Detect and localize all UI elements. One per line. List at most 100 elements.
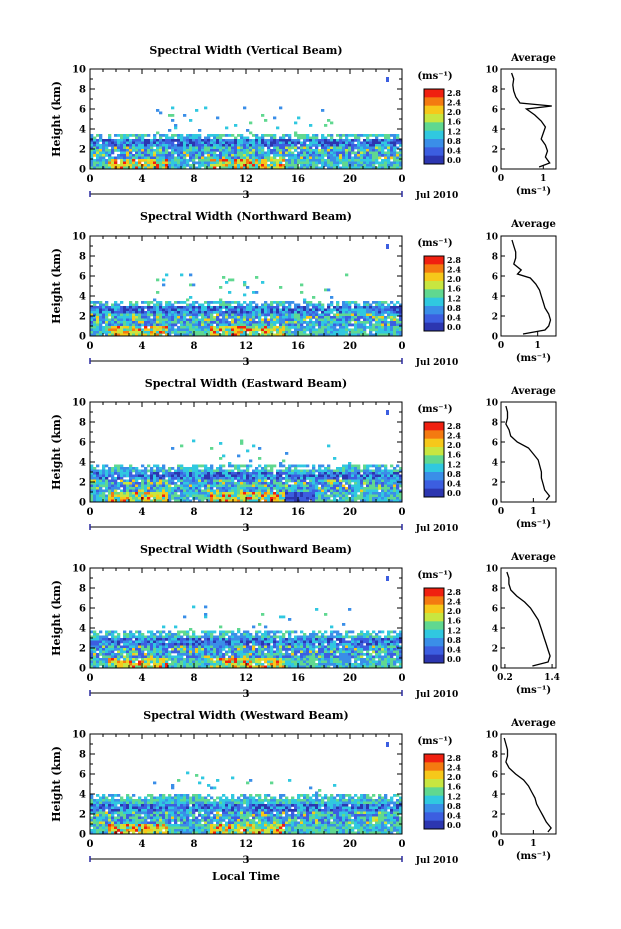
avg-y-tick-label: 10 [485,399,498,409]
colorbar-swatch [424,795,444,805]
echo-speck [386,576,389,581]
colorbar-tick-label: 2.4 [447,265,461,275]
colorbar-tick-label: 2.8 [447,421,461,431]
x-tick-label: 16 [291,507,305,518]
panel-4: Spectral Width (Westward Beam)0246810Hei… [50,709,557,866]
avg-y-tick-label: 4 [492,625,498,635]
colorbar-tick-label: 1.2 [447,126,461,136]
x-tick-label: 0 [87,341,94,352]
y-axis-label: Height (km) [50,414,63,490]
y-tick-label: 2 [79,644,86,655]
colorbar-swatch [424,264,444,274]
colorbar-swatch [424,322,444,332]
avg-profile-line [510,72,552,168]
x-tick-label: 4 [139,507,146,518]
panel-title: Spectral Width (Westward Beam) [143,709,348,722]
x-tick-label: 20 [343,507,357,518]
avg-frame [500,401,557,503]
colorbar-swatch [424,754,444,763]
y-axis-label: Height (km) [50,81,63,157]
avg-profile-line [511,239,552,335]
x-tick-label: 8 [191,673,198,684]
avg-y-tick-label: 10 [485,731,498,741]
panel-title: Spectral Width (Eastward Beam) [145,377,347,390]
date-label: Jul 2010 [415,856,458,866]
panel-title: Spectral Width (Vertical Beam) [149,44,342,57]
avg-frame [500,235,557,337]
colorbar-swatch [424,314,444,324]
avg-title: Average [510,219,556,230]
y-tick-label: 6 [79,770,86,781]
colorbar-tick-label: 1.6 [447,782,461,792]
avg-frame [500,567,557,669]
avg-x-tick-label: 0.2 [497,673,513,683]
colorbar-frame [423,587,445,664]
day-label: 3 [243,689,250,700]
avg-x-tick-label: 1 [530,507,536,517]
avg-y-tick-label: 0 [492,499,498,509]
colorbar-tick-label: 1.2 [447,459,461,469]
colorbar-tick-label: 0.4 [447,312,461,322]
avg-x-tick-label: 1 [540,174,546,184]
x-tick-label: 0 [87,673,94,684]
avg-y-tick-label: 6 [492,106,498,116]
avg-y-tick-label: 2 [492,811,498,821]
y-tick-label: 0 [79,830,86,841]
heatmap-field [90,410,402,502]
colorbar-tick-label: 0.0 [447,155,461,165]
colorbar-tick-label: 1.2 [447,625,461,635]
x-tick-label: 0 [399,174,406,185]
y-tick-label: 2 [79,810,86,821]
avg-x-label: (ms⁻¹) [516,353,551,364]
x-tick-label: 8 [191,174,198,185]
colorbar-swatch [424,820,444,830]
colorbar-tick-label: 0.8 [447,136,461,146]
avg-x-label: (ms⁻¹) [516,685,551,696]
colorbar-swatch [424,654,444,664]
avg-x-tick-label: 0 [498,341,504,351]
colorbar-tick-label: 2.4 [447,763,461,773]
colorbar-swatch [424,596,444,606]
colorbar-swatch [424,89,444,98]
avg-y-tick-label: 10 [485,565,498,575]
y-tick-label: 4 [79,125,86,136]
colorbar-unit-label: (ms⁻¹) [417,404,452,415]
colorbar-swatch [424,122,444,132]
colorbar-unit-label: (ms⁻¹) [417,736,452,747]
colorbar-unit-label: (ms⁻¹) [417,238,452,249]
avg-y-tick-label: 8 [492,751,498,761]
avg-x-label: (ms⁻¹) [516,186,551,197]
avg-x-tick-label: 0 [498,174,504,184]
avg-y-tick-label: 8 [492,253,498,263]
panel-2: Spectral Width (Eastward Beam)0246810Hei… [50,377,557,534]
y-tick-label: 10 [72,730,86,741]
y-tick-label: 8 [79,418,86,429]
avg-title: Average [510,718,556,729]
day-label: 3 [243,523,250,534]
avg-x-tick-label: 1 [530,839,536,849]
date-label: Jul 2010 [415,524,458,534]
avg-y-tick-label: 10 [485,233,498,243]
colorbar-unit-label: (ms⁻¹) [417,570,452,581]
avg-title: Average [510,53,556,64]
y-tick-label: 8 [79,85,86,96]
y-tick-label: 6 [79,438,86,449]
colorbar-swatch [424,297,444,307]
colorbar-swatch [424,130,444,140]
colorbar-tick-label: 0.8 [447,303,461,313]
x-tick-label: 0 [399,507,406,518]
x-tick-label: 20 [343,174,357,185]
y-tick-label: 0 [79,165,86,176]
x-tick-label: 12 [239,507,253,518]
colorbar-swatch [424,105,444,115]
colorbar-frame [423,753,445,830]
y-tick-label: 10 [72,564,86,575]
colorbar-swatch [424,604,444,614]
x-tick-label: 4 [139,673,146,684]
y-tick-label: 0 [79,664,86,675]
avg-y-tick-label: 6 [492,273,498,283]
colorbar-tick-label: 0.8 [447,635,461,645]
panel-1: Spectral Width (Northward Beam)0246810He… [50,210,557,368]
colorbar-frame [423,88,445,165]
colorbar-swatch [424,430,444,440]
